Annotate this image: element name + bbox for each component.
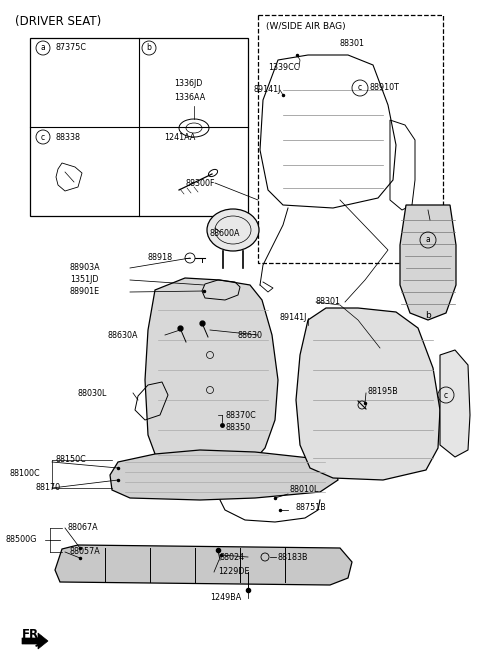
Text: b: b bbox=[146, 44, 151, 52]
Text: FR.: FR. bbox=[22, 627, 44, 640]
Text: 88030L: 88030L bbox=[78, 388, 108, 398]
Bar bbox=[30, 38, 248, 216]
Polygon shape bbox=[400, 205, 456, 320]
Text: 1249BA: 1249BA bbox=[210, 593, 241, 602]
Text: 88301: 88301 bbox=[316, 298, 341, 307]
Text: 1336JD: 1336JD bbox=[174, 78, 203, 88]
Text: 1339CC: 1339CC bbox=[268, 63, 300, 73]
Text: 88057A: 88057A bbox=[70, 547, 101, 557]
Text: 89141J: 89141J bbox=[253, 86, 280, 94]
Text: 88370C: 88370C bbox=[225, 411, 256, 419]
Text: 87375C: 87375C bbox=[55, 44, 86, 52]
Text: c: c bbox=[358, 84, 362, 92]
Text: 88390N: 88390N bbox=[415, 213, 446, 222]
Text: a: a bbox=[41, 44, 46, 52]
Text: 1229DE: 1229DE bbox=[218, 566, 250, 576]
Bar bbox=[258, 15, 443, 263]
Text: 88350: 88350 bbox=[225, 422, 250, 432]
Polygon shape bbox=[296, 308, 440, 480]
Text: 88910T: 88910T bbox=[370, 84, 400, 92]
Text: 1336AA: 1336AA bbox=[174, 94, 205, 103]
Text: (DRIVER SEAT): (DRIVER SEAT) bbox=[15, 16, 101, 29]
Ellipse shape bbox=[207, 209, 259, 251]
Text: 88751B: 88751B bbox=[295, 504, 326, 513]
Text: 89141J: 89141J bbox=[280, 313, 307, 322]
Text: 88024: 88024 bbox=[220, 553, 245, 562]
Text: 88500G: 88500G bbox=[5, 536, 36, 545]
Text: 88067A: 88067A bbox=[68, 523, 98, 532]
Text: 88903A: 88903A bbox=[70, 264, 101, 273]
Text: 88901E: 88901E bbox=[70, 288, 100, 296]
Text: 88301: 88301 bbox=[340, 39, 365, 48]
Text: b: b bbox=[425, 311, 431, 320]
Polygon shape bbox=[110, 450, 338, 500]
Text: 88010L: 88010L bbox=[290, 485, 319, 494]
Text: c: c bbox=[444, 390, 448, 400]
Polygon shape bbox=[145, 278, 278, 474]
Polygon shape bbox=[55, 545, 352, 585]
Text: 88600A: 88600A bbox=[210, 230, 240, 239]
Text: (W/SIDE AIR BAG): (W/SIDE AIR BAG) bbox=[266, 22, 346, 31]
Text: 88183B: 88183B bbox=[278, 553, 309, 562]
Text: 88100C: 88100C bbox=[10, 470, 41, 479]
Polygon shape bbox=[22, 633, 48, 649]
Text: 1351JD: 1351JD bbox=[70, 275, 98, 284]
Text: 88170: 88170 bbox=[35, 483, 60, 492]
Text: 88630: 88630 bbox=[237, 330, 262, 339]
Text: 88918: 88918 bbox=[148, 254, 173, 262]
Text: c: c bbox=[41, 133, 45, 141]
Text: 88300F: 88300F bbox=[186, 179, 216, 188]
Polygon shape bbox=[440, 350, 470, 457]
Text: a: a bbox=[426, 235, 431, 245]
Text: 88150C: 88150C bbox=[55, 455, 86, 464]
Text: 88630A: 88630A bbox=[107, 330, 137, 339]
Text: 1241AA: 1241AA bbox=[164, 133, 195, 141]
Text: 88338: 88338 bbox=[55, 133, 80, 141]
Text: 88195B: 88195B bbox=[367, 388, 398, 396]
